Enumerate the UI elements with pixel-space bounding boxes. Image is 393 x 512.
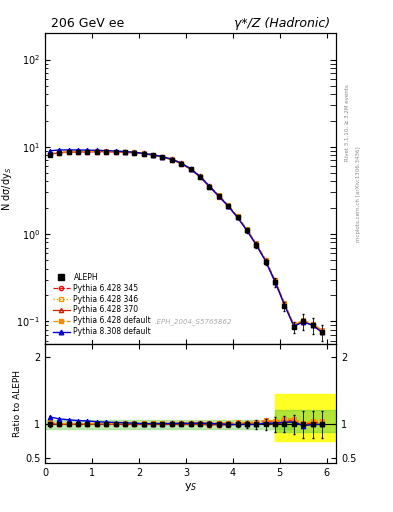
Text: mcplots.cern.ch [arXiv:1306.3436]: mcplots.cern.ch [arXiv:1306.3436] bbox=[356, 147, 361, 242]
Text: 206 GeV ee: 206 GeV ee bbox=[51, 16, 124, 30]
Text: γ*/Z (Hadronic): γ*/Z (Hadronic) bbox=[234, 16, 330, 30]
Y-axis label: Ratio to ALEPH: Ratio to ALEPH bbox=[13, 370, 22, 437]
Text: Rivet 3.1.10, ≥ 3.2M events: Rivet 3.1.10, ≥ 3.2M events bbox=[345, 84, 350, 161]
X-axis label: y$_S$: y$_S$ bbox=[184, 481, 197, 493]
Legend: ALEPH, Pythia 6.428 345, Pythia 6.428 346, Pythia 6.428 370, Pythia 6.428 defaul: ALEPH, Pythia 6.428 345, Pythia 6.428 34… bbox=[49, 269, 155, 340]
Y-axis label: N dσ/dy$_S$: N dσ/dy$_S$ bbox=[0, 166, 14, 210]
Text: ALEPH_2004_S5765862: ALEPH_2004_S5765862 bbox=[149, 318, 232, 325]
